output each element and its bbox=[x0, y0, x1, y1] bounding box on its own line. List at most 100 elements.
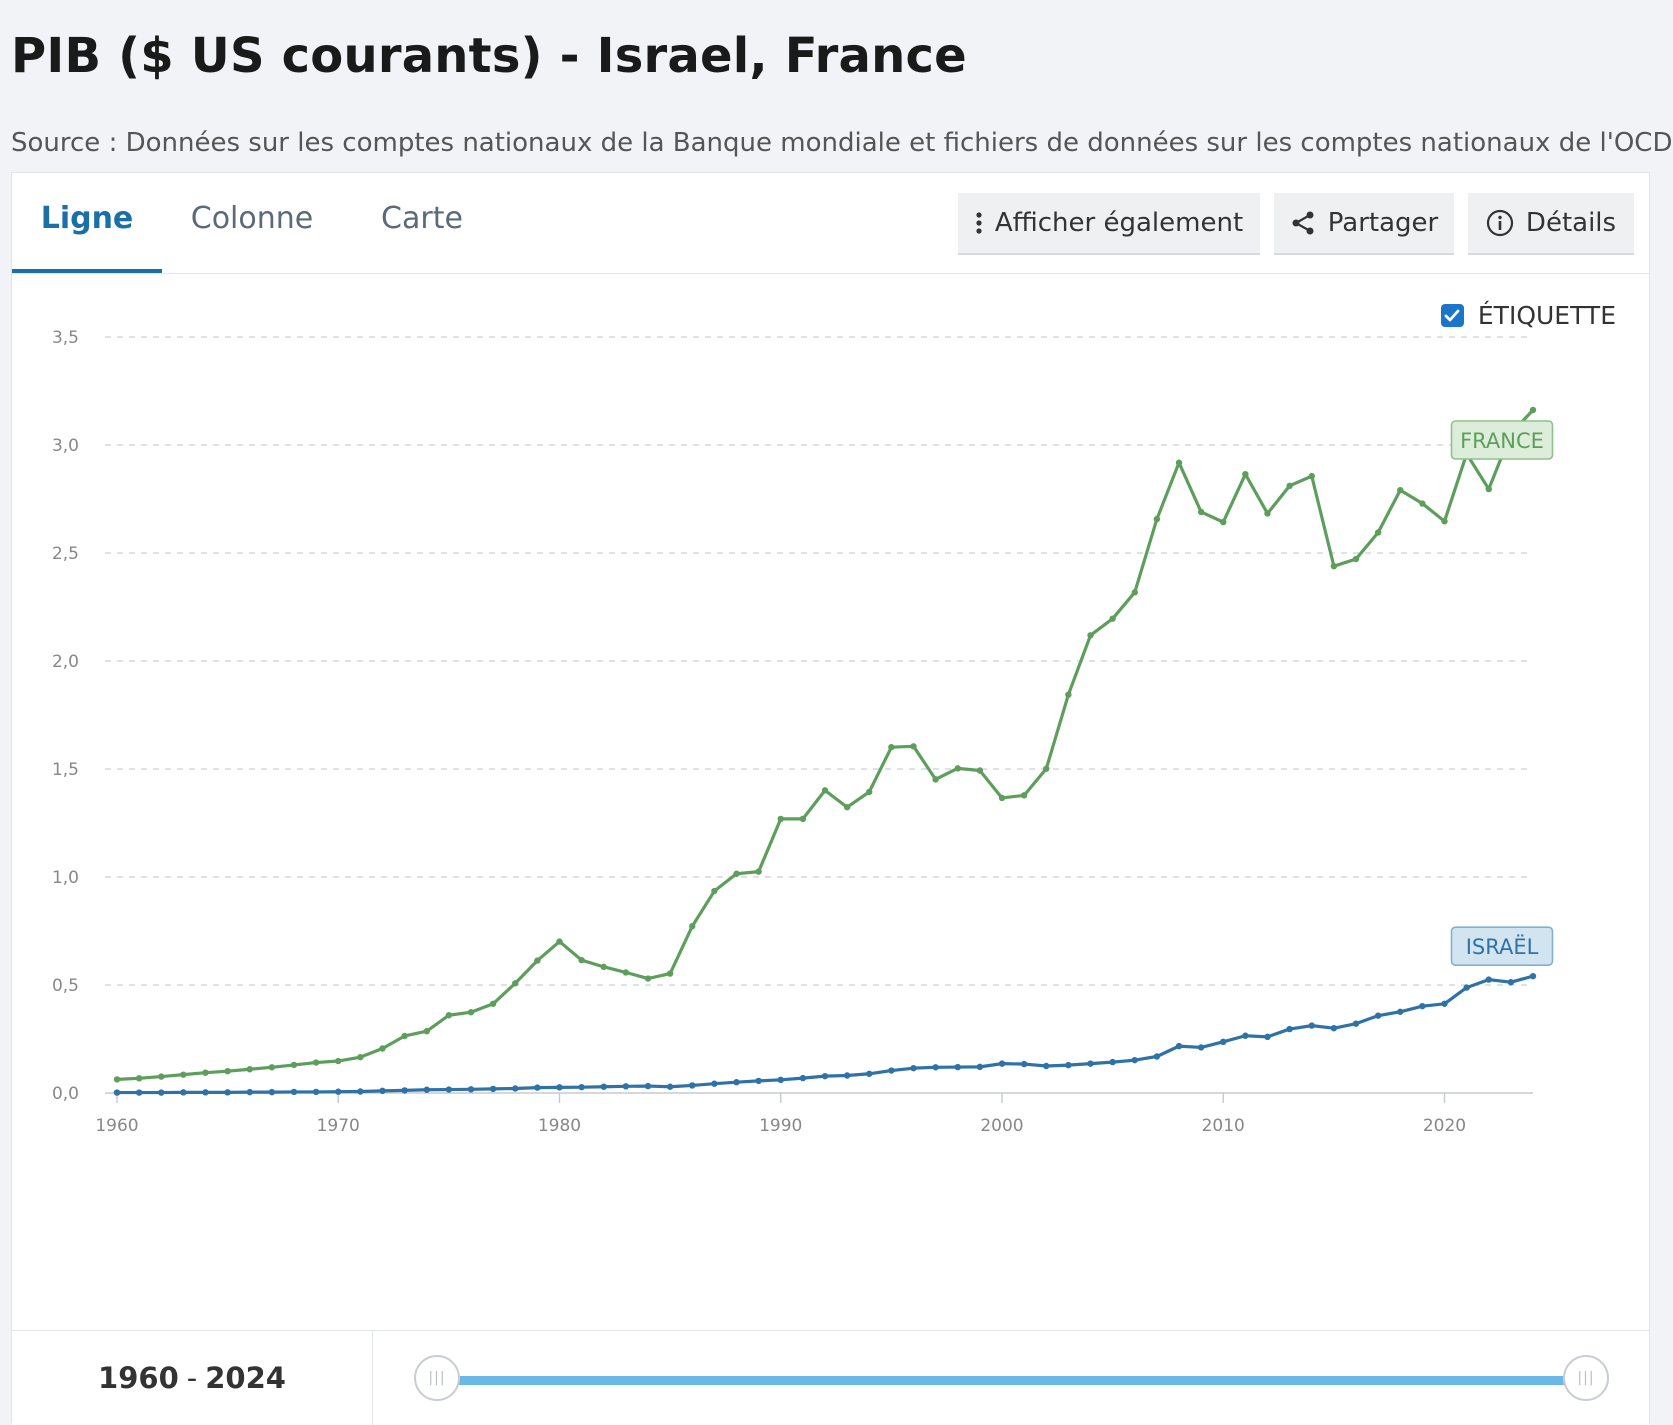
data-point bbox=[489, 1000, 497, 1007]
data-point bbox=[268, 1088, 276, 1096]
data-point bbox=[1352, 555, 1360, 563]
data-point bbox=[843, 804, 851, 811]
x-tick-label: 1990 bbox=[759, 1116, 802, 1136]
data-point bbox=[1419, 500, 1426, 507]
data-point bbox=[1286, 1025, 1293, 1033]
data-point bbox=[445, 1086, 453, 1093]
data-point bbox=[246, 1066, 253, 1073]
data-point bbox=[158, 1089, 165, 1096]
data-point bbox=[777, 815, 784, 823]
data-point bbox=[357, 1088, 364, 1095]
series-label-text: ISRAËL bbox=[1466, 934, 1539, 959]
data-point bbox=[290, 1088, 298, 1096]
range-slider-track[interactable] bbox=[436, 1376, 1586, 1385]
data-point bbox=[467, 1086, 475, 1093]
data-point bbox=[1419, 1002, 1426, 1010]
x-tick-label: 2010 bbox=[1202, 1116, 1245, 1136]
chart-card: Ligne Colonne Carte Afficher également P… bbox=[11, 172, 1650, 1425]
data-point bbox=[1131, 1056, 1138, 1064]
data-point bbox=[335, 1088, 342, 1095]
data-point bbox=[910, 1064, 917, 1072]
data-point bbox=[1087, 1060, 1094, 1067]
data-point bbox=[689, 1082, 696, 1089]
data-point bbox=[1264, 1033, 1271, 1041]
share-button[interactable]: Partager bbox=[1274, 193, 1454, 255]
data-point bbox=[910, 743, 917, 750]
data-point bbox=[644, 1082, 652, 1090]
x-tick-label: 2020 bbox=[1423, 1116, 1466, 1136]
data-point bbox=[379, 1045, 386, 1052]
series-label-text: FRANCE bbox=[1460, 429, 1544, 453]
data-point bbox=[1020, 792, 1028, 799]
data-point bbox=[1507, 978, 1515, 986]
data-point bbox=[1109, 1058, 1116, 1066]
data-point bbox=[113, 1076, 121, 1083]
data-point bbox=[1441, 518, 1448, 525]
source-note: Source : Données sur les comptes nationa… bbox=[11, 128, 1673, 158]
tab-ligne[interactable]: Ligne bbox=[12, 173, 162, 273]
data-point bbox=[1374, 1012, 1382, 1019]
data-point bbox=[534, 1084, 541, 1091]
data-point bbox=[755, 868, 762, 875]
share-label: Partager bbox=[1327, 208, 1439, 238]
data-point bbox=[578, 956, 585, 964]
data-point bbox=[932, 776, 939, 783]
data-point bbox=[1020, 1060, 1028, 1068]
data-point bbox=[1242, 470, 1249, 478]
series-label-box bbox=[1450, 420, 1554, 460]
data-point bbox=[1242, 1032, 1249, 1039]
data-point bbox=[843, 1072, 851, 1079]
data-point bbox=[1330, 1025, 1338, 1032]
data-point bbox=[1529, 406, 1537, 414]
data-point bbox=[1397, 486, 1404, 494]
data-point bbox=[976, 767, 984, 774]
data-point bbox=[135, 1075, 143, 1082]
data-point bbox=[202, 1069, 209, 1076]
data-point bbox=[489, 1085, 497, 1093]
details-button[interactable]: Détails bbox=[1468, 193, 1634, 255]
data-point bbox=[445, 1012, 453, 1019]
data-point bbox=[622, 969, 630, 976]
y-tick-label: 3,0 bbox=[52, 436, 79, 456]
tab-colonne[interactable]: Colonne bbox=[190, 201, 314, 236]
range-separator: - bbox=[186, 1361, 198, 1395]
label-toggle[interactable]: ÉTIQUETTE bbox=[1440, 301, 1616, 330]
y-tick-label: 0,5 bbox=[52, 976, 79, 996]
data-point bbox=[954, 765, 961, 772]
data-point bbox=[821, 787, 829, 794]
range-start-handle[interactable]: ||| bbox=[414, 1355, 460, 1401]
details-label: Détails bbox=[1525, 208, 1617, 238]
data-point bbox=[1441, 1000, 1448, 1007]
data-point bbox=[135, 1089, 143, 1096]
data-point bbox=[401, 1032, 408, 1040]
data-point bbox=[666, 970, 674, 977]
data-point bbox=[1175, 1042, 1183, 1050]
data-point bbox=[180, 1071, 187, 1078]
data-point bbox=[954, 1063, 961, 1071]
data-point bbox=[556, 1084, 563, 1091]
data-point bbox=[202, 1089, 209, 1096]
data-point bbox=[1175, 459, 1183, 466]
show-also-button[interactable]: Afficher également bbox=[958, 193, 1260, 255]
range-end: 2024 bbox=[205, 1361, 286, 1395]
x-tick-label: 1980 bbox=[538, 1116, 581, 1136]
range-end-handle[interactable]: ||| bbox=[1563, 1355, 1609, 1401]
data-point bbox=[733, 870, 740, 877]
tab-carte[interactable]: Carte bbox=[381, 201, 463, 236]
data-point bbox=[976, 1063, 984, 1071]
view-tabs: Ligne Colonne Carte Afficher également P… bbox=[12, 173, 1649, 274]
data-point bbox=[113, 1089, 121, 1096]
line-chart: 0,0 0,5 1,0 1,5 2,0 2,5 3,0 3,5 1960 1970 1980 1990… bbox=[52, 328, 1554, 1136]
data-point bbox=[423, 1086, 430, 1093]
x-tick-label: 1970 bbox=[317, 1116, 360, 1136]
data-point bbox=[556, 938, 563, 945]
data-point bbox=[1220, 1038, 1227, 1046]
data-point bbox=[1308, 472, 1315, 480]
data-point bbox=[1352, 1020, 1360, 1027]
checkbox-checked-icon[interactable] bbox=[1440, 304, 1464, 327]
data-point bbox=[1065, 691, 1072, 698]
data-point bbox=[1374, 529, 1382, 536]
data-point bbox=[666, 1083, 674, 1090]
data-point bbox=[534, 957, 541, 964]
data-point bbox=[1220, 518, 1227, 526]
